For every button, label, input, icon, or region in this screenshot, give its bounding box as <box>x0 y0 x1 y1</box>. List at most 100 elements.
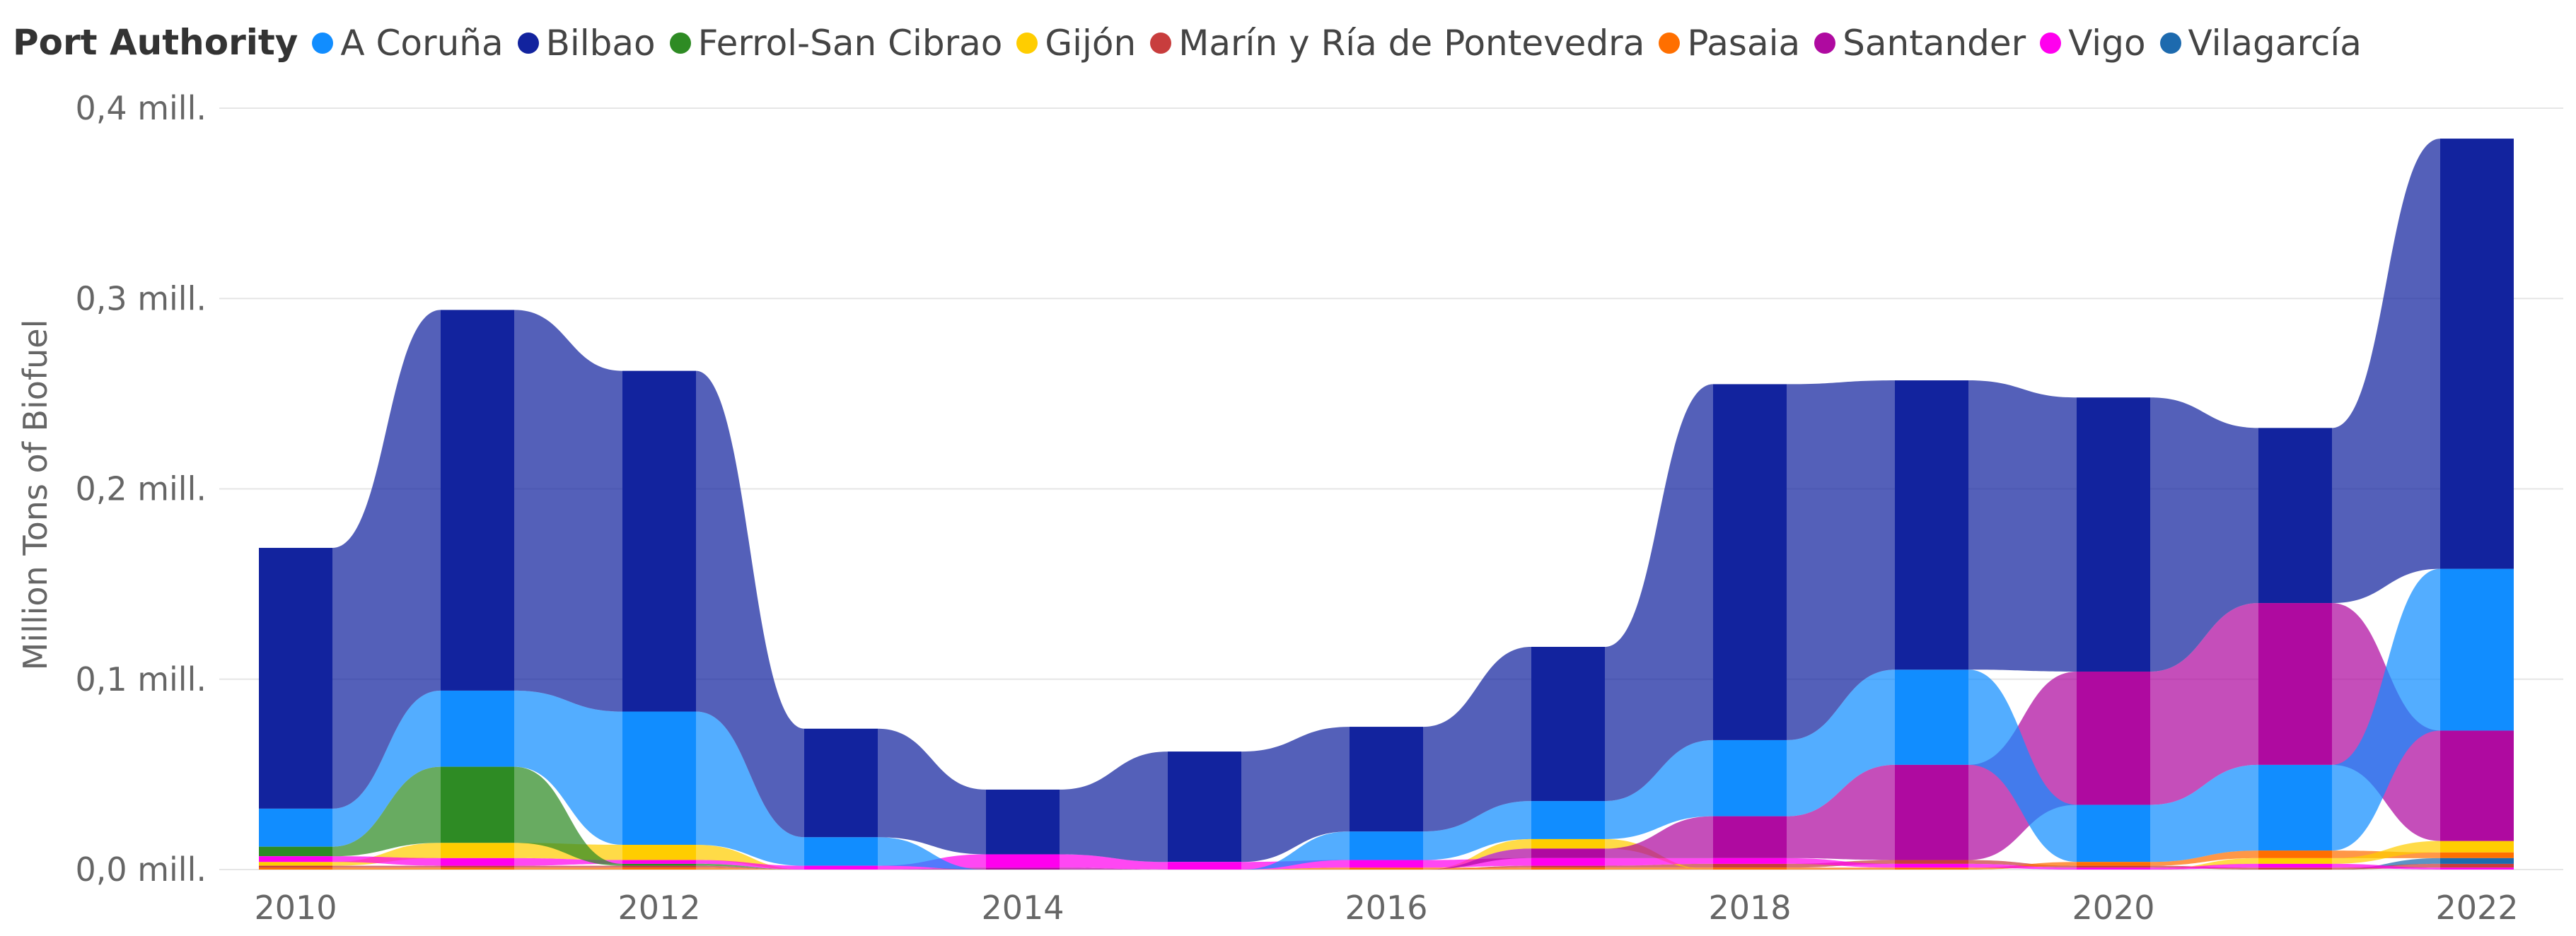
bar-segment-vigo-2011[interactable] <box>441 858 514 866</box>
legend-item-santander[interactable]: Santander <box>1814 23 2026 64</box>
ribbon-santander <box>1787 764 1895 860</box>
bar-segment-vigo-2013[interactable] <box>804 865 878 870</box>
bar-segment-bilbao-2018[interactable] <box>1713 384 1787 740</box>
bar-segment-pasaia-2010[interactable] <box>259 867 332 870</box>
legend-item-ferrol-san-cibrao[interactable]: Ferrol-San Cibrao <box>669 23 1002 64</box>
ribbon-vigo <box>2150 863 2258 870</box>
bar-segment-a-coruna-2019[interactable] <box>1895 669 1968 765</box>
bar-segment-vigo-2012[interactable] <box>622 860 696 864</box>
bar-segment-marin-y-ria-de-pontevedra-2022[interactable] <box>2440 863 2514 868</box>
legend-label-santander: Santander <box>1843 23 2026 64</box>
ribbon-gijon <box>2150 858 2258 870</box>
ribbon-marin-y-ria-de-pontevedra <box>514 865 622 868</box>
legend-marker-gijon <box>1016 33 1038 54</box>
bar-segment-marin-y-ria-de-pontevedra-2019[interactable] <box>1895 860 1968 864</box>
ribbon-santander <box>1423 848 1531 870</box>
bar-segment-bilbao-2017[interactable] <box>1531 646 1605 802</box>
bar-segment-a-coruna-2010[interactable] <box>259 808 332 847</box>
bar-segment-santander-2020[interactable] <box>2077 671 2150 805</box>
bar-segment-santander-2021[interactable] <box>2258 603 2332 765</box>
bar-segment-marin-y-ria-de-pontevedra-2020[interactable] <box>2077 865 2150 868</box>
bar-segment-pasaia-2020[interactable] <box>2077 862 2150 866</box>
bar-segment-bilbao-2022[interactable] <box>2440 139 2514 569</box>
bar-segment-bilbao-2013[interactable] <box>804 728 878 838</box>
bar-segment-vilagarcia-2022[interactable] <box>2440 858 2514 864</box>
legend-label-marin-y-ria-de-pontevedra: Marín y Ría de Pontevedra <box>1178 23 1645 64</box>
bar-segment-ferrol-san-cibrao-2012[interactable] <box>622 863 696 866</box>
bar-segment-ferrol-san-cibrao-2011[interactable] <box>441 766 514 843</box>
bar-segment-gijon-2010[interactable] <box>259 862 332 866</box>
bar-segment-ferrol-san-cibrao-2010[interactable] <box>259 846 332 857</box>
bar-segment-vigo-2010[interactable] <box>259 856 332 862</box>
bar-segment-gijon-2021[interactable] <box>2258 858 2332 864</box>
bar-segment-santander-2014[interactable] <box>986 867 1060 870</box>
bar-segment-bilbao-2019[interactable] <box>1895 380 1968 670</box>
bar-segment-bilbao-2010[interactable] <box>259 547 332 809</box>
ribbon-a-coruna <box>2150 764 2258 862</box>
bar-segment-santander-2017[interactable] <box>1531 848 1605 858</box>
bar-segment-pasaia-2021[interactable] <box>2258 850 2332 858</box>
bar-segment-a-coruna-2017[interactable] <box>1531 801 1605 839</box>
bar-segment-a-coruna-2020[interactable] <box>2077 805 2150 862</box>
bar-segment-a-coruna-2022[interactable] <box>2440 568 2514 731</box>
bar-segment-a-coruna-2011[interactable] <box>441 690 514 767</box>
ribbon-vigo <box>1605 858 1713 866</box>
bar-segment-bilbao-2021[interactable] <box>2258 428 2332 604</box>
bar-segment-pasaia-2017[interactable] <box>1531 867 1605 870</box>
bar-segment-marin-y-ria-de-pontevedra-2017[interactable] <box>1531 865 1605 868</box>
x-tick-label: 2020 <box>2072 889 2154 927</box>
bar-segment-marin-y-ria-de-pontevedra-2012[interactable] <box>622 865 696 868</box>
legend-item-gijon[interactable]: Gijón <box>1016 23 1136 64</box>
bar-segment-santander-2019[interactable] <box>1895 764 1968 860</box>
ribbon-pasaia <box>514 867 622 870</box>
legend-item-pasaia[interactable]: Pasaia <box>1659 23 1800 64</box>
bar-segment-a-coruna-2013[interactable] <box>804 837 878 866</box>
bar-segment-pasaia-2022[interactable] <box>2440 852 2514 858</box>
bar-segment-marin-y-ria-de-pontevedra-2010[interactable] <box>259 865 332 868</box>
legend-item-bilbao[interactable]: Bilbao <box>517 23 656 64</box>
bar-segment-bilbao-2016[interactable] <box>1350 727 1423 832</box>
bar-segment-gijon-2022[interactable] <box>2440 841 2514 853</box>
bar-segment-pasaia-2016[interactable] <box>1350 867 1423 870</box>
bar-segment-vigo-2017[interactable] <box>1531 858 1605 866</box>
bar-segment-bilbao-2012[interactable] <box>622 370 696 712</box>
bar-segment-marin-y-ria-de-pontevedra-2018[interactable] <box>1713 863 1787 868</box>
bar-segment-bilbao-2020[interactable] <box>2077 397 2150 672</box>
ribbon-santander <box>1060 867 1168 870</box>
legend-label-gijon: Gijón <box>1045 23 1137 64</box>
bar-segment-pasaia-2012[interactable] <box>622 867 696 870</box>
bar-segment-vigo-2016[interactable] <box>1350 860 1423 868</box>
bar-segment-vigo-2018[interactable] <box>1713 858 1787 864</box>
bar-segment-pasaia-2011[interactable] <box>441 867 514 870</box>
bar-segment-santander-2022[interactable] <box>2440 730 2514 841</box>
bar-segment-marin-y-ria-de-pontevedra-2011[interactable] <box>441 865 514 868</box>
bar-segment-pasaia-2018[interactable] <box>1713 867 1787 870</box>
legend-item-marin-y-ria-de-pontevedra[interactable]: Marín y Ría de Pontevedra <box>1150 23 1644 64</box>
bar-segment-a-coruna-2012[interactable] <box>622 711 696 845</box>
bar-segment-bilbao-2014[interactable] <box>986 789 1060 855</box>
bar-segment-vigo-2022[interactable] <box>2440 867 2514 870</box>
bar-segment-vigo-2021[interactable] <box>2258 863 2332 868</box>
legend-item-vilagarcia[interactable]: Vilagarcía <box>2159 23 2362 64</box>
bar-segment-vigo-2019[interactable] <box>1895 863 1968 868</box>
bar-segment-vigo-2015[interactable] <box>1168 862 1241 870</box>
bar-segment-vigo-2014[interactable] <box>986 854 1060 868</box>
x-tick-label: 2022 <box>2435 889 2518 927</box>
bar-segment-gijon-2011[interactable] <box>441 843 514 858</box>
bar-segment-gijon-2012[interactable] <box>622 844 696 860</box>
bar-segment-a-coruna-2016[interactable] <box>1350 831 1423 860</box>
legend-title: Port Authority <box>13 22 298 63</box>
bar-segment-bilbao-2015[interactable] <box>1168 751 1241 862</box>
bar-segment-bilbao-2011[interactable] <box>441 310 514 691</box>
bar-segment-santander-2018[interactable] <box>1713 816 1787 858</box>
bar-segment-a-coruna-2021[interactable] <box>2258 764 2332 851</box>
legend-item-vigo[interactable]: Vigo <box>2040 23 2146 64</box>
bar-segment-marin-y-ria-de-pontevedra-2021[interactable] <box>2258 867 2332 870</box>
bar-segment-pasaia-2019[interactable] <box>1895 867 1968 870</box>
bar-segment-vigo-2020[interactable] <box>2077 867 2150 870</box>
ribbon-gijon <box>2332 841 2440 864</box>
legend-item-a-coruna[interactable]: A Coruña <box>312 23 504 64</box>
bar-segment-gijon-2017[interactable] <box>1531 838 1605 849</box>
bar-segment-a-coruna-2018[interactable] <box>1713 739 1787 817</box>
